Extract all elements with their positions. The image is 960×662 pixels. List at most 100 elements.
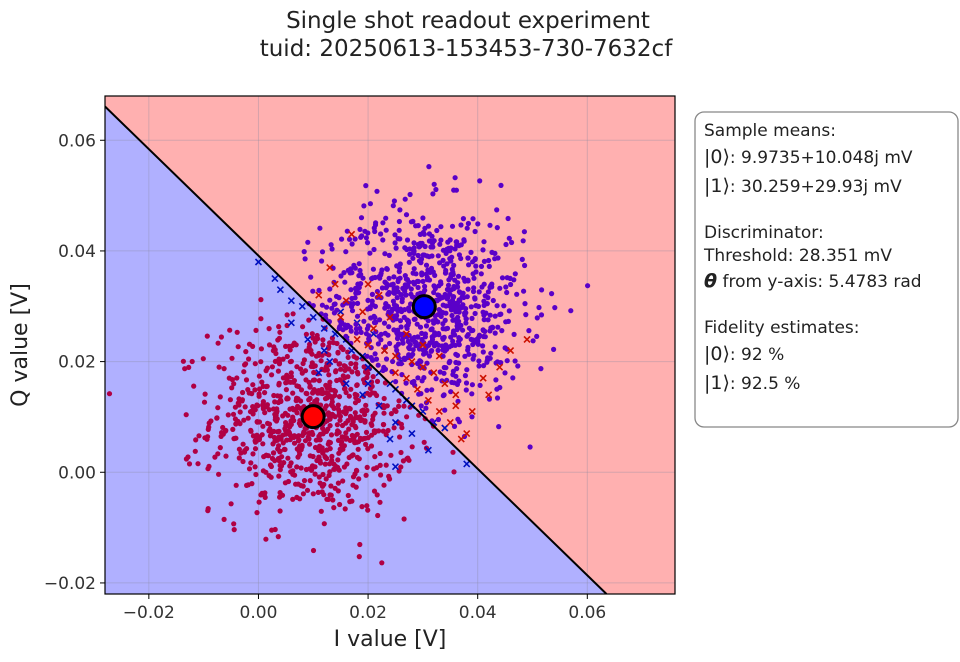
data-point [492,344,498,350]
data-point [275,368,281,374]
data-point [386,324,392,330]
data-point [337,361,343,367]
data-point [342,375,348,381]
data-point [358,271,364,278]
data-point [271,434,277,441]
data-point [290,496,296,502]
misassigned-point [386,435,394,443]
data-point [496,424,502,430]
data-point [397,236,403,242]
data-point [234,375,240,381]
data-point [475,303,482,309]
misassigned-point [359,391,367,399]
data-point [335,457,341,463]
data-point [365,230,371,236]
misassigned-point [326,263,334,272]
data-point [451,262,457,268]
data-point [316,287,322,293]
data-point [269,364,275,370]
data-point [472,310,478,317]
theta-symbol: θ [704,270,717,292]
data-point [242,362,248,368]
data-point [476,358,482,364]
data-point [420,252,426,258]
data-point [367,250,373,256]
data-point [408,291,414,297]
data-point [332,392,338,398]
misassigned-point [457,435,465,443]
data-point [286,343,292,349]
data-point [373,329,379,335]
data-point [397,207,403,213]
misassigned-point [359,308,367,316]
data-point [404,414,410,420]
data-point [365,323,371,329]
data-point [182,366,188,372]
misassigned-point [254,258,263,266]
fidelity0-value: : 92 % [730,345,784,365]
data-point [260,441,266,447]
data-point [202,391,208,397]
data-point [372,222,379,228]
data-point [420,290,426,296]
data-point [326,472,332,478]
data-point [362,411,368,418]
data-point [489,324,496,330]
data-point [249,391,255,397]
data-point [402,245,408,251]
data-point [386,473,392,479]
fidelity0-line: |0⟩: 92 % [704,343,784,365]
data-point [442,270,449,276]
data-point [427,238,434,244]
data-point [487,222,493,228]
sample-means-header: Sample means: [704,121,836,141]
data-point [343,411,349,417]
data-point [342,506,348,512]
data-point [357,267,363,274]
data-point [308,363,314,369]
data-point [431,289,437,296]
data-point [214,415,220,421]
data-point [375,362,381,368]
data-point [456,338,462,345]
data-point [217,394,223,400]
data-point [391,286,397,292]
data-point [328,242,334,248]
data-point [448,271,454,278]
data-point [327,492,333,498]
data-point [432,272,438,278]
data-point [310,377,316,383]
data-point [472,228,478,235]
data-point [326,372,332,378]
data-point [476,363,482,369]
data-point [386,275,392,281]
data-point [380,428,386,434]
data-point [220,424,226,431]
data-point [401,287,407,293]
data-point [470,341,476,348]
data-point [320,450,326,456]
data-point [466,262,472,268]
misassigned-point [315,369,323,377]
data-point [469,315,475,321]
data-point [271,392,277,399]
data-point [337,324,343,330]
y-axis-ticks: −0.02 0.00 0.02 0.04 0.06 [44,131,105,594]
misassigned-point [380,346,389,355]
data-point [353,365,359,371]
data-point [469,414,475,420]
data-point [320,342,326,348]
data-point [319,489,325,495]
misassigned-point [435,352,443,360]
data-point [402,196,408,202]
data-point [456,419,462,425]
theta-value: from y-axis: 5.4783 rad [717,272,922,292]
data-point [316,433,322,439]
data-point [492,330,498,336]
data-point [455,300,461,306]
mean-markers [300,294,437,430]
data-point [294,464,300,470]
data-point [418,403,424,409]
data-point [328,483,334,489]
data-point [269,455,276,462]
